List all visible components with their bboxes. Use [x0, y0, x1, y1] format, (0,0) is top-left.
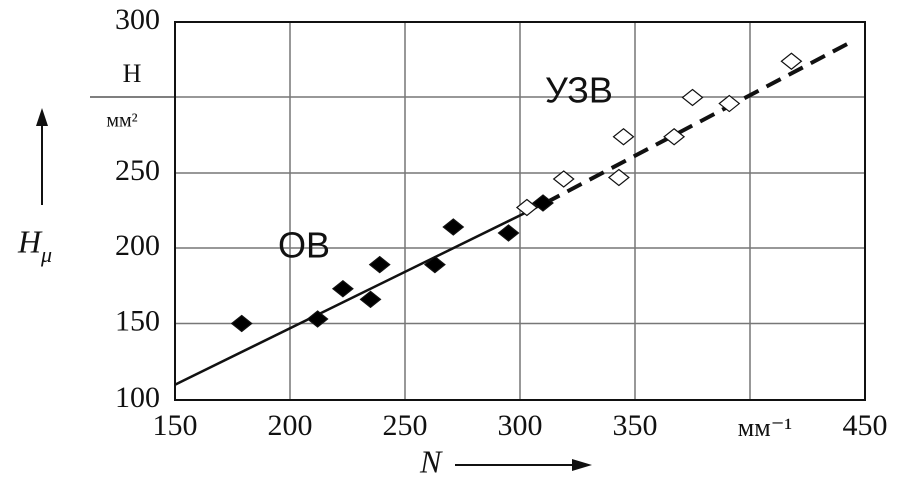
data-point	[359, 290, 382, 309]
x-label: N	[419, 443, 443, 479]
y-tick-label: 250	[115, 154, 160, 187]
y-tick-label: 300	[115, 3, 160, 36]
data-point	[663, 127, 686, 146]
data-point	[552, 170, 575, 188]
plot-frame	[174, 21, 866, 401]
series-label: УЗВ	[545, 70, 613, 111]
x-tick-label: 200	[268, 409, 313, 442]
data-point	[306, 310, 329, 328]
y-label: H	[17, 223, 43, 259]
data-point	[532, 194, 554, 212]
data-point	[718, 94, 741, 113]
data-point	[442, 218, 465, 236]
data-point	[423, 255, 446, 274]
y-unit-top: Н	[123, 59, 142, 88]
y-tick-label: 200	[115, 229, 160, 262]
data-point	[607, 168, 630, 187]
fit-line	[174, 201, 546, 386]
data-point	[515, 198, 538, 217]
y-tick-label: 100	[115, 381, 160, 414]
x-arrowhead	[572, 459, 592, 471]
fit-line	[544, 41, 850, 205]
y-arrowhead	[36, 108, 48, 126]
data-point	[681, 88, 704, 107]
data-point	[780, 52, 803, 71]
data-point	[230, 314, 253, 333]
x-tick-label: 350	[613, 409, 658, 442]
x-tick-label: 300	[498, 409, 543, 442]
data-point	[368, 255, 391, 274]
x-tick-label: 150	[153, 409, 198, 442]
y-label-sub: μ	[40, 242, 52, 267]
data-point	[497, 224, 520, 242]
x-tick-label: 450	[843, 409, 888, 442]
data-point	[331, 280, 354, 298]
x-tick-label: 250	[383, 409, 428, 442]
y-tick-label: 150	[115, 304, 160, 337]
series-label: ОВ	[278, 225, 330, 266]
data-point	[612, 127, 635, 146]
x-unit: мм⁻¹	[738, 413, 792, 442]
y-unit-bottom: мм²	[106, 110, 137, 132]
